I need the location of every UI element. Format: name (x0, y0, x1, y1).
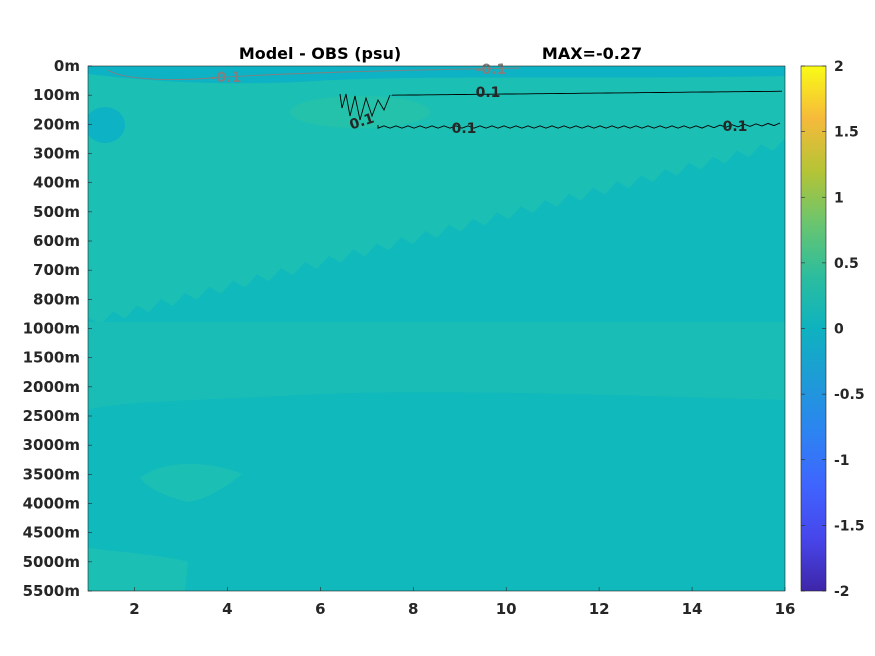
colorbar-tick-label: -0.5 (834, 387, 865, 403)
y-tick-label: 300m (33, 145, 80, 163)
colorbar-tick-label: -1.5 (834, 518, 865, 534)
y-tick-label: 100m (33, 86, 80, 104)
contour-label: 0.1 (476, 85, 501, 101)
y-tick-label: 600m (33, 232, 80, 250)
contour-label: -0.1 (476, 62, 507, 78)
y-tick-label: 2500m (23, 407, 80, 425)
y-tick-label: 1500m (23, 349, 80, 367)
y-tick-label: 200m (33, 115, 80, 133)
x-axis: 2 4 6 8 10 12 14 16 (129, 587, 795, 618)
y-tick-label: 5000m (23, 553, 80, 571)
x-tick-label: 8 (408, 600, 418, 618)
y-tick-label: 700m (33, 261, 80, 279)
field-layer-mid (88, 322, 785, 410)
y-tick-label: 800m (33, 290, 80, 308)
colorbar-tick-label: -2 (834, 584, 850, 600)
contour-line-positive (377, 122, 781, 129)
field-layer-upper (88, 66, 785, 325)
colorbar-ticks: 2 1.5 1 0.5 0 -0.5 -1 -1.5 -2 (801, 59, 865, 600)
contour-label: 0.1 (348, 111, 377, 134)
colorbar-tick-label: 0 (834, 322, 844, 338)
y-tick-label: 1000m (23, 320, 80, 338)
colorbar-tick-label: 2 (834, 59, 844, 75)
colorbar-tick-label: 0.5 (834, 256, 859, 272)
colorbar-tick-label: 1 (834, 190, 844, 206)
x-tick-label: 6 (315, 600, 325, 618)
y-tick-label: 500m (33, 203, 80, 221)
contour-label: -0.1 (211, 70, 242, 86)
y-tick-label: 0m (54, 57, 80, 75)
colorbar (800, 65, 827, 592)
contour-label: 0.1 (723, 119, 748, 135)
field-patch-surface (88, 66, 785, 84)
x-tick-label: 14 (682, 600, 703, 618)
y-tick-label: 400m (33, 174, 80, 192)
field-patch-deep (140, 464, 242, 502)
field-patch-left (88, 107, 125, 143)
x-tick-label: 2 (129, 600, 139, 618)
contour-label: 0.1 (452, 121, 477, 137)
y-tick-label: 3000m (23, 436, 80, 454)
y-tick-label: 4500m (23, 524, 80, 542)
colorbar-tick-label: 1.5 (834, 125, 859, 141)
chart-title: Model - OBS (psu) (239, 44, 401, 63)
field-patch-upper-green (290, 96, 430, 128)
max-annotation: MAX=-0.27 (542, 44, 642, 63)
heatmap-field (88, 66, 785, 591)
x-tick-label: 16 (775, 600, 796, 618)
contour-lines (107, 67, 783, 129)
y-tick-label: 4000m (23, 495, 80, 513)
contour-line-positive (391, 90, 783, 96)
y-axis: 0m 100m 200m 300m 400m 500m 600m 700m 800m 1000m 1… (23, 57, 92, 600)
field-patch-bottom (88, 548, 188, 591)
y-tick-label: 5500m (23, 582, 80, 600)
y-tick-label: 2000m (23, 378, 80, 396)
x-tick-label: 12 (589, 600, 610, 618)
colorbar-tick-label: -1 (834, 453, 850, 469)
contour-labels: 0.1 0.1 0.1 0.1 -0.1 -0.1 (211, 62, 748, 137)
x-tick-label: 4 (222, 600, 232, 618)
x-tick-label: 10 (496, 600, 517, 618)
contour-line-positive (339, 93, 391, 121)
contour-line-negative (107, 67, 521, 81)
y-tick-label: 3500m (23, 465, 80, 483)
